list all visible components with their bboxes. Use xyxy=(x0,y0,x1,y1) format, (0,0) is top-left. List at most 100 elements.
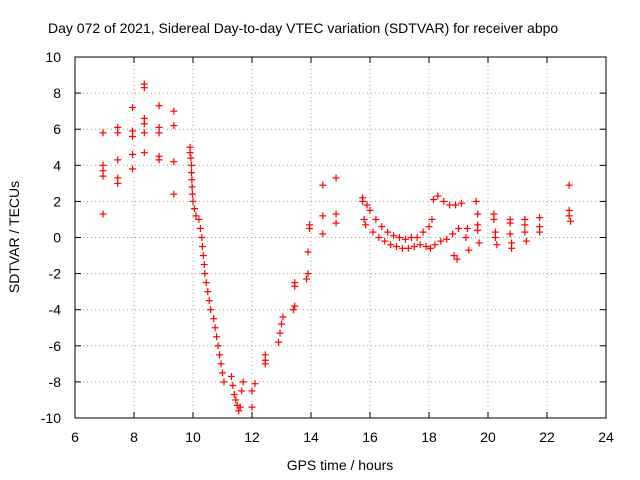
data-point xyxy=(155,156,163,164)
data-point xyxy=(443,235,451,243)
data-point xyxy=(192,212,200,220)
data-point xyxy=(217,360,225,368)
x-tick-label: 6 xyxy=(71,429,79,445)
y-tick-label: -4 xyxy=(49,302,62,318)
data-point xyxy=(230,391,238,399)
data-point xyxy=(536,228,544,236)
data-point xyxy=(188,169,196,177)
data-point xyxy=(236,403,244,411)
data-point xyxy=(319,230,327,238)
data-point xyxy=(261,351,269,359)
data-point xyxy=(390,232,398,240)
data-point xyxy=(99,129,107,137)
data-point xyxy=(508,244,516,252)
data-point xyxy=(291,279,299,287)
data-point xyxy=(462,234,470,241)
x-tick-label: 12 xyxy=(244,429,260,445)
data-point xyxy=(279,313,287,321)
data-point xyxy=(140,129,148,137)
data-point xyxy=(229,382,237,390)
data-point xyxy=(366,206,374,214)
data-point xyxy=(196,224,204,232)
data-point xyxy=(493,241,501,249)
data-point xyxy=(426,244,434,252)
data-point xyxy=(129,165,137,173)
y-tick-labels: 10 8 6 4 2 0 -2 -4 -6 -8 -10 xyxy=(41,49,61,426)
data-point xyxy=(200,261,208,269)
data-point xyxy=(198,234,206,241)
data-point xyxy=(289,306,297,314)
data-point xyxy=(211,324,219,332)
data-point xyxy=(455,224,462,232)
data-point xyxy=(278,320,285,328)
data-point xyxy=(140,84,148,92)
y-axis-title: SDTVAR / TECUs xyxy=(6,181,22,293)
x-tick-label: 22 xyxy=(539,429,555,445)
data-point xyxy=(404,244,412,252)
data-point xyxy=(446,201,454,209)
data-point xyxy=(188,183,196,191)
data-point xyxy=(463,224,471,232)
y-tick-label: 4 xyxy=(53,157,61,173)
data-point xyxy=(195,215,203,223)
data-point xyxy=(521,228,529,236)
data-point xyxy=(369,228,377,236)
data-point xyxy=(384,228,392,236)
x-tick-label: 24 xyxy=(598,429,614,445)
data-point xyxy=(99,172,107,180)
data-point xyxy=(170,122,178,130)
data-point xyxy=(453,255,461,263)
data-point xyxy=(490,215,498,223)
data-point xyxy=(303,275,311,283)
data-point xyxy=(465,246,473,254)
data-point xyxy=(332,210,340,218)
data-point xyxy=(319,181,327,189)
data-point xyxy=(140,149,148,157)
data-point xyxy=(567,217,575,225)
data-point xyxy=(429,196,437,204)
data-point xyxy=(238,387,246,395)
data-point xyxy=(360,215,368,223)
data-point xyxy=(248,387,256,395)
data-point xyxy=(419,228,427,236)
chart-title: Day 072 of 2021, Sidereal Day-to-day VTE… xyxy=(48,20,558,36)
data-point xyxy=(407,234,415,241)
data-point xyxy=(474,210,482,218)
data-point xyxy=(431,241,439,249)
plot-frame xyxy=(74,56,607,419)
data-point xyxy=(190,205,198,213)
data-point xyxy=(413,234,421,241)
data-point xyxy=(219,369,226,377)
data-point xyxy=(452,201,460,209)
data-point xyxy=(216,351,224,359)
data-point xyxy=(457,199,465,207)
data-point xyxy=(129,104,137,112)
data-point xyxy=(362,221,370,229)
data-point xyxy=(235,407,243,415)
y-tick-label: -6 xyxy=(49,338,62,354)
data-point xyxy=(422,243,430,251)
data-point xyxy=(227,372,235,380)
data-point xyxy=(506,219,514,227)
data-point xyxy=(188,161,196,169)
data-point xyxy=(276,329,284,337)
data-point xyxy=(204,288,212,296)
data-point xyxy=(416,241,424,249)
x-tick-label: 10 xyxy=(185,429,201,445)
data-point xyxy=(140,120,148,128)
data-point xyxy=(396,234,403,241)
y-tick-label: -2 xyxy=(49,266,62,282)
x-axis-title: GPS time / hours xyxy=(287,457,394,473)
data-point xyxy=(170,158,178,166)
grid-lines xyxy=(75,57,606,418)
data-point xyxy=(381,237,389,245)
y-tick-label: 6 xyxy=(53,121,61,137)
data-point xyxy=(565,212,573,220)
data-point xyxy=(375,234,383,241)
data-point xyxy=(155,102,163,110)
data-point xyxy=(387,241,395,249)
data-point xyxy=(475,239,483,247)
data-point xyxy=(304,270,312,278)
data-point xyxy=(202,279,210,287)
